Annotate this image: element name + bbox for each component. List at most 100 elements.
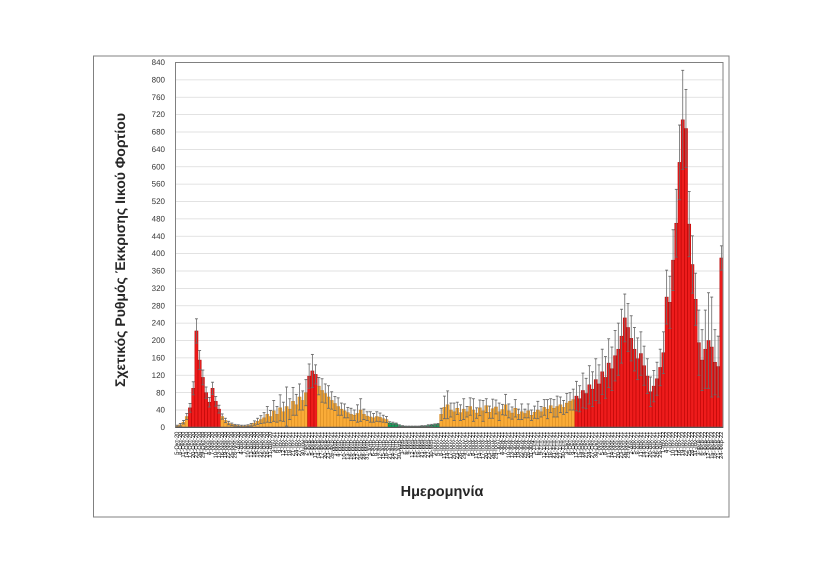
svg-text:15-Οκτ-21: 15-Οκτ-21 <box>576 432 583 458</box>
svg-text:3-Ιαν-21: 3-Ιαν-21 <box>270 432 277 453</box>
svg-text:12-Οκτ-21: 12-Οκτ-21 <box>573 432 580 458</box>
svg-text:12-Φεβ-22: 12-Φεβ-22 <box>705 432 712 459</box>
svg-text:26-Ιουλ-21: 26-Ιουλ-21 <box>489 432 496 460</box>
svg-text:5-Οκτ-20: 5-Οκτ-20 <box>174 432 181 455</box>
svg-text:15-Σεπ-21: 15-Σεπ-21 <box>544 432 551 459</box>
svg-text:20-Οκτ-20: 20-Οκτ-20 <box>190 432 197 458</box>
svg-text:17-Οκτ-20: 17-Οκτ-20 <box>187 432 194 458</box>
svg-text:9-Οκτ-21: 9-Οκτ-21 <box>570 432 577 455</box>
svg-text:1-Δεκ-20: 1-Δεκ-20 <box>235 432 242 455</box>
svg-text:3-Φεβ-22: 3-Φεβ-22 <box>695 432 702 456</box>
svg-text:1-Ιαν-22: 1-Ιαν-22 <box>660 432 667 453</box>
svg-text:30-Απρ-21: 30-Απρ-21 <box>396 432 403 460</box>
svg-text:17-Νοε-21: 17-Νοε-21 <box>612 432 619 459</box>
svg-text:31-Ιαν-22: 31-Ιαν-22 <box>692 432 699 457</box>
svg-text:17-Φεβ-21: 17-Φεβ-21 <box>319 432 326 459</box>
svg-text:8-Δεκ-21: 8-Δεκ-21 <box>634 432 641 455</box>
svg-text:20-Ιουν-21: 20-Ιουν-21 <box>451 432 458 460</box>
svg-text:19-Αυγ-21: 19-Αυγ-21 <box>515 432 522 459</box>
svg-text:2-Ιουλ-21: 2-Ιουλ-21 <box>464 432 471 456</box>
svg-text:30-Σεπ-21: 30-Σεπ-21 <box>560 432 567 459</box>
svg-text:26-Φεβ-21: 26-Φεβ-21 <box>328 432 335 459</box>
svg-text:19-Δεκ-20: 19-Δεκ-20 <box>254 432 261 458</box>
svg-text:21-Απρ-21: 21-Απρ-21 <box>386 432 393 460</box>
svg-text:18-Σεπ-21: 18-Σεπ-21 <box>547 432 554 459</box>
svg-text:21-Φεβ-22: 21-Φεβ-22 <box>715 432 722 459</box>
svg-text:30-Μαϊ-21: 30-Μαϊ-21 <box>428 432 435 458</box>
svg-text:25-Δεκ-20: 25-Δεκ-20 <box>261 432 268 458</box>
svg-text:4-Δεκ-20: 4-Δεκ-20 <box>238 432 245 455</box>
svg-text:9-Απρ-21: 9-Απρ-21 <box>373 432 380 457</box>
svg-text:7-Μαρ-21: 7-Μαρ-21 <box>338 432 345 457</box>
svg-text:11-Ιουλ-21: 11-Ιουλ-21 <box>473 432 480 459</box>
svg-text:26-Νοε-21: 26-Νοε-21 <box>621 432 628 459</box>
svg-text:2-Φεβ-21: 2-Φεβ-21 <box>303 432 310 456</box>
svg-text:720: 720 <box>152 110 166 119</box>
svg-text:31-Μαρ-21: 31-Μαρ-21 <box>364 432 371 460</box>
svg-text:21-Μαϊ-21: 21-Μαϊ-21 <box>418 432 425 458</box>
svg-text:26-Οκτ-20: 26-Οκτ-20 <box>196 432 203 458</box>
svg-text:760: 760 <box>152 93 166 102</box>
svg-text:18-Μαϊ-21: 18-Μαϊ-21 <box>415 432 422 458</box>
svg-text:25-Νοε-20: 25-Νοε-20 <box>228 432 235 459</box>
svg-text:520: 520 <box>152 197 166 206</box>
svg-text:27-Μαϊ-21: 27-Μαϊ-21 <box>425 432 432 458</box>
svg-text:16-Δεκ-20: 16-Δεκ-20 <box>251 432 258 458</box>
svg-text:6-Φεβ-22: 6-Φεβ-22 <box>699 432 706 456</box>
svg-text:24-Μαϊ-21: 24-Μαϊ-21 <box>422 432 429 458</box>
svg-text:13-Νοε-20: 13-Νοε-20 <box>216 432 223 459</box>
svg-text:6-Ιαν-21: 6-Ιαν-21 <box>274 432 281 453</box>
svg-text:29-Νοε-21: 29-Νοε-21 <box>625 432 632 459</box>
svg-text:16-Ιαν-22: 16-Ιαν-22 <box>676 432 683 457</box>
svg-text:15-Μαϊ-21: 15-Μαϊ-21 <box>412 432 419 458</box>
svg-text:8-Φεβ-21: 8-Φεβ-21 <box>309 432 316 456</box>
svg-text:15-Απρ-21: 15-Απρ-21 <box>380 432 387 460</box>
svg-text:29-Οκτ-20: 29-Οκτ-20 <box>199 432 206 458</box>
svg-text:640: 640 <box>152 145 166 154</box>
svg-text:25-Ιαν-22: 25-Ιαν-22 <box>686 432 693 457</box>
svg-text:4-Αυγ-21: 4-Αυγ-21 <box>499 432 506 455</box>
svg-text:23-Οκτ-20: 23-Οκτ-20 <box>193 432 200 458</box>
svg-text:4-Ιαν-22: 4-Ιαν-22 <box>663 432 670 453</box>
svg-text:800: 800 <box>152 75 166 84</box>
svg-text:28-Νοε-20: 28-Νοε-20 <box>232 432 239 459</box>
svg-text:9-Ιαν-21: 9-Ιαν-21 <box>277 432 284 453</box>
svg-text:11-Ιουν-21: 11-Ιουν-21 <box>441 432 448 459</box>
svg-text:13-Αυγ-21: 13-Αυγ-21 <box>509 432 516 459</box>
svg-text:9-Φεβ-22: 9-Φεβ-22 <box>702 432 709 456</box>
svg-text:20-Ιουλ-21: 20-Ιουλ-21 <box>483 432 490 460</box>
svg-text:28-Αυγ-21: 28-Αυγ-21 <box>525 432 532 459</box>
svg-text:20-Δεκ-21: 20-Δεκ-21 <box>647 432 654 458</box>
svg-text:23-Ιουν-21: 23-Ιουν-21 <box>454 432 461 460</box>
svg-text:18-Απρ-21: 18-Απρ-21 <box>383 432 390 460</box>
svg-text:22-Δεκ-20: 22-Δεκ-20 <box>257 432 264 458</box>
svg-text:28-Μαρ-21: 28-Μαρ-21 <box>361 432 368 460</box>
svg-text:3-Απρ-21: 3-Απρ-21 <box>367 432 374 457</box>
svg-text:12-Απρ-21: 12-Απρ-21 <box>377 432 384 460</box>
svg-text:3-Οκτ-21: 3-Οκτ-21 <box>563 432 570 455</box>
svg-text:24-Φεβ-22: 24-Φεβ-22 <box>718 432 725 459</box>
svg-text:23-Ιουλ-21: 23-Ιουλ-21 <box>486 432 493 460</box>
svg-text:5-Ιουν-21: 5-Ιουν-21 <box>435 432 442 456</box>
svg-text:600: 600 <box>152 162 166 171</box>
svg-text:120: 120 <box>152 371 166 380</box>
svg-text:7-Νοε-20: 7-Νοε-20 <box>209 432 216 456</box>
svg-text:6-Μαϊ-21: 6-Μαϊ-21 <box>402 432 409 455</box>
svg-text:29-Ιουλ-21: 29-Ιουλ-21 <box>493 432 500 460</box>
svg-text:480: 480 <box>152 214 166 223</box>
svg-text:14-Φεβ-21: 14-Φεβ-21 <box>315 432 322 459</box>
svg-text:23-Δεκ-21: 23-Δεκ-21 <box>650 432 657 458</box>
svg-text:12-Ιαν-21: 12-Ιαν-21 <box>280 432 287 457</box>
svg-text:8-Οκτ-20: 8-Οκτ-20 <box>177 432 184 455</box>
svg-text:6-Οκτ-21: 6-Οκτ-21 <box>567 432 574 455</box>
svg-text:10-Αυγ-21: 10-Αυγ-21 <box>505 432 512 459</box>
svg-text:27-Ιαν-21: 27-Ιαν-21 <box>296 432 303 457</box>
svg-text:1-Μαρ-21: 1-Μαρ-21 <box>332 432 339 457</box>
svg-text:10-Νοε-20: 10-Νοε-20 <box>212 432 219 459</box>
svg-text:8-Ιουν-21: 8-Ιουν-21 <box>438 432 445 456</box>
svg-text:15-Φεβ-22: 15-Φεβ-22 <box>708 432 715 459</box>
svg-text:6-Σεπ-21: 6-Σεπ-21 <box>534 432 541 456</box>
svg-text:21-Σεπ-21: 21-Σεπ-21 <box>551 432 558 459</box>
svg-text:16-Αυγ-21: 16-Αυγ-21 <box>512 432 519 459</box>
svg-text:21-Ιαν-21: 21-Ιαν-21 <box>290 432 297 457</box>
